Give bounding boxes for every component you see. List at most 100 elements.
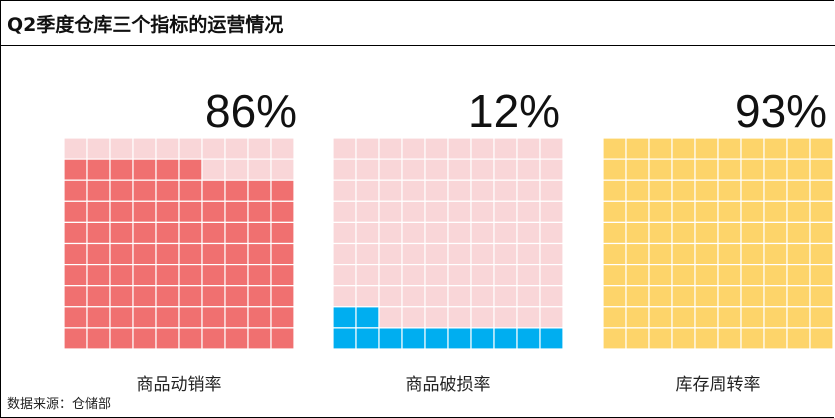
waffle-cell-filled [602, 242, 627, 266]
waffle-cell-empty [63, 137, 88, 160]
waffle-cell-filled [355, 306, 380, 329]
waffle-cell-empty [539, 200, 564, 224]
waffle-cell-empty [539, 137, 564, 160]
waffle-cell-filled [132, 264, 157, 287]
waffle-cell-filled [625, 264, 650, 287]
waffle-cell-empty [447, 158, 472, 181]
waffle-cell-empty [355, 285, 380, 308]
waffle-cell-filled [786, 200, 811, 224]
waffle-cell-filled [247, 200, 272, 224]
waffle-cell-filled [224, 179, 249, 202]
waffle-cell-empty [539, 179, 564, 202]
waffle-cell-empty [378, 264, 403, 287]
waffle-cell-empty [447, 285, 472, 308]
waffle-cell-empty [470, 158, 495, 181]
waffle-cell-empty [539, 221, 564, 245]
waffle-cell-filled [763, 264, 788, 287]
waffle-cell-filled [809, 221, 834, 245]
waffle-cell-filled [63, 158, 88, 181]
waffle-cell-filled [178, 200, 203, 224]
waffle-cell-filled [270, 327, 295, 350]
waffle-cell-filled [109, 264, 134, 287]
waffle-cell-filled [717, 327, 742, 350]
data-source: 数据来源：仓储部 [7, 397, 112, 412]
waffle-cell-empty [224, 158, 249, 181]
waffle-cell-filled [470, 327, 495, 350]
waffle-cell-filled [671, 264, 696, 287]
waffle-cell-filled [201, 264, 226, 287]
waffle-cell-filled [717, 306, 742, 329]
waffle-cell-empty [470, 221, 495, 245]
waffle-cell-empty [378, 285, 403, 308]
waffle-cell-filled [86, 264, 111, 287]
waffle-cell-empty [355, 179, 380, 202]
waffle-cell-empty [355, 264, 380, 287]
waffle-cell-empty [355, 221, 380, 245]
waffle-cell-filled [247, 221, 272, 245]
waffle-cell-empty [332, 137, 357, 160]
waffle-cell-filled [671, 306, 696, 329]
waffle-cell-filled [332, 327, 357, 350]
waffle-cell-empty [332, 221, 357, 245]
waffle-cell-empty [424, 200, 449, 224]
waffle-cell-empty [401, 242, 426, 266]
waffle-cell-filled [332, 306, 357, 329]
waffle-cell-empty [378, 200, 403, 224]
waffle-cell-filled [786, 221, 811, 245]
waffle-cell-empty [270, 158, 295, 181]
waffle-cell-filled [694, 158, 719, 181]
waffle-cell-empty [401, 285, 426, 308]
waffle-cell-empty [378, 179, 403, 202]
waffle-cell-filled [155, 264, 180, 287]
waffle-cell-filled [109, 327, 134, 350]
waffle-cell-empty [809, 137, 834, 160]
waffle-cell-empty [424, 221, 449, 245]
waffle-cell-filled [694, 200, 719, 224]
waffle-cell-filled [717, 200, 742, 224]
chart-title: Q2季度仓库三个指标的运营情况 [7, 14, 284, 36]
waffle-cell-filled [648, 179, 673, 202]
waffle-cell-filled [201, 306, 226, 329]
waffle-cell-filled [201, 327, 226, 350]
waffle-cell-empty [401, 306, 426, 329]
waffle-cell-filled [247, 327, 272, 350]
waffle-cell-empty [539, 158, 564, 181]
waffle-cell-filled [270, 264, 295, 287]
waffle-cell-filled [809, 264, 834, 287]
waffle-cell-empty [493, 158, 518, 181]
waffle-cell-filled [224, 306, 249, 329]
waffle-cell-filled [602, 221, 627, 245]
waffle-cell-filled [786, 242, 811, 266]
waffle-cell-empty [224, 137, 249, 160]
waffle-cell-filled [625, 158, 650, 181]
waffle-cell-filled [602, 264, 627, 287]
waffle-cell-empty [109, 137, 134, 160]
waffle-cell-filled [270, 285, 295, 308]
waffle-cell-filled [602, 200, 627, 224]
waffle-cell-empty [516, 179, 541, 202]
waffle-cell-empty [470, 200, 495, 224]
waffle-cell-filled [625, 179, 650, 202]
waffle-cell-filled [155, 285, 180, 308]
waffle-cell-empty [332, 200, 357, 224]
waffle-cell-filled [648, 158, 673, 181]
waffle-cell-filled [694, 327, 719, 350]
waffle-cell-empty [493, 264, 518, 287]
value-label-3: 93% [735, 85, 828, 137]
waffle-cell-filled [155, 200, 180, 224]
waffle-cell-empty [424, 242, 449, 266]
waffle-cell-filled [401, 327, 426, 350]
waffle-cell-filled [132, 285, 157, 308]
waffle-cell-filled [155, 158, 180, 181]
waffle-cell-empty [447, 179, 472, 202]
waffle-cell-filled [717, 179, 742, 202]
waffle-cell-filled [717, 264, 742, 287]
waffle-cell-filled [763, 306, 788, 329]
waffle-cell-empty [447, 221, 472, 245]
waffle-cell-filled [201, 221, 226, 245]
waffle-cell-filled [809, 327, 834, 350]
waffle-cell-filled [132, 221, 157, 245]
waffle-cell-filled [809, 200, 834, 224]
waffle-cell-filled [109, 306, 134, 329]
